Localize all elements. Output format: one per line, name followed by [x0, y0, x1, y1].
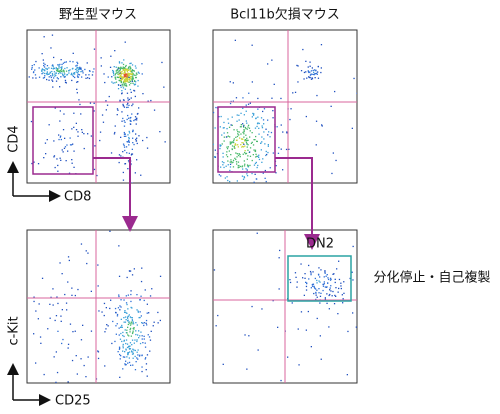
plot-panel — [26, 229, 171, 384]
axis-label: CD25 — [55, 394, 91, 409]
dot-cluster — [300, 60, 322, 80]
axis-label: CD8 — [64, 190, 91, 205]
annotation: 分化停止・自己複製 — [373, 270, 490, 286]
column-title: Bcl11b欠損マウス — [230, 7, 339, 23]
gate-arrow — [93, 157, 138, 232]
column-title: 野生型マウス — [59, 8, 137, 23]
dot-cluster — [30, 103, 105, 175]
axis-label: c-Kit — [7, 316, 22, 345]
dot-cluster — [33, 273, 106, 383]
dot-cluster — [28, 53, 105, 88]
axis-label: CD4 — [7, 125, 22, 152]
dot-cluster — [213, 232, 357, 382]
gate — [217, 106, 276, 173]
dn2-gate — [287, 255, 352, 302]
dot-cluster — [104, 59, 143, 92]
gate — [32, 106, 94, 175]
dot-cluster — [33, 230, 162, 380]
dot-cluster — [43, 34, 166, 177]
dot-cluster — [103, 267, 161, 378]
gate-label: DN2 — [306, 237, 334, 252]
gate-arrow — [275, 157, 320, 250]
dot-cluster — [214, 30, 357, 175]
